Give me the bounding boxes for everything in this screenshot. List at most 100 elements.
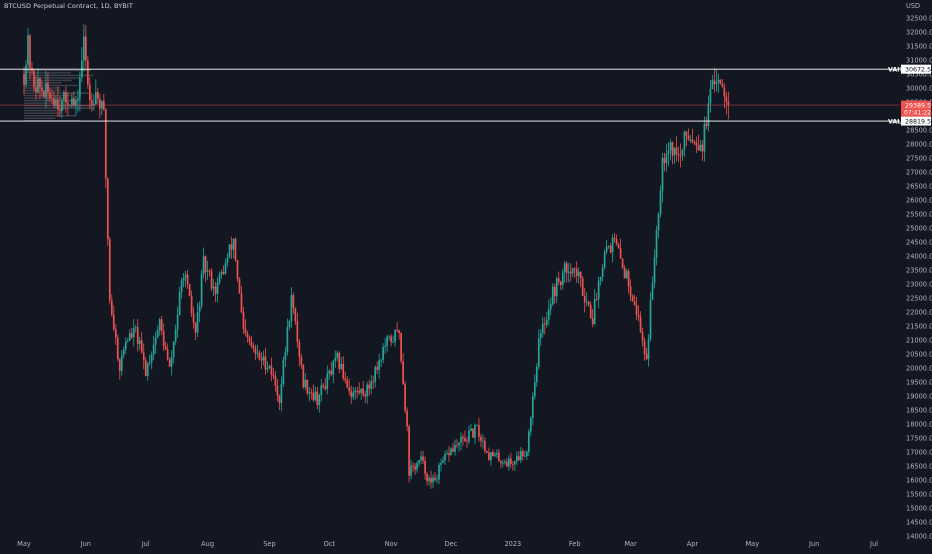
x-tick-label: Dec <box>445 540 458 548</box>
y-tick-label: 30000.0 <box>906 84 932 92</box>
candle-body <box>190 296 193 314</box>
volume-profile-bar <box>24 72 71 74</box>
candle-body <box>591 318 594 324</box>
candle-body <box>182 277 185 281</box>
candle-body <box>583 295 586 303</box>
candle-body <box>434 477 436 481</box>
y-tick-label: 22500.0 <box>906 294 932 302</box>
candle-body <box>607 245 610 247</box>
candle-body <box>599 276 602 281</box>
candle-body <box>222 271 225 274</box>
candle-body <box>336 352 339 358</box>
candle-body <box>240 293 243 313</box>
candle-body <box>679 155 682 157</box>
candle-body <box>707 103 710 127</box>
candle-body <box>633 301 636 306</box>
candle-body <box>338 352 341 370</box>
candle-body <box>25 65 27 85</box>
candle-body <box>639 316 642 332</box>
candle-body <box>653 257 656 283</box>
candle-body <box>126 340 129 342</box>
candle-body <box>452 448 454 452</box>
level-price-tag <box>901 116 931 126</box>
candle-body <box>87 60 89 85</box>
candle-body <box>705 123 708 127</box>
x-tick-label: Jun <box>80 540 91 548</box>
candle-body <box>334 357 337 361</box>
candle-body <box>418 460 420 464</box>
candle-body <box>593 299 596 324</box>
candle-body <box>657 213 660 231</box>
candle-body <box>460 437 462 443</box>
candle-body <box>318 394 321 405</box>
candle-body <box>364 394 367 397</box>
y-tick-label: 23000.0 <box>906 280 932 288</box>
candle-body <box>368 384 371 389</box>
candle-body <box>59 109 61 112</box>
y-tick-label: 19500.0 <box>906 378 932 386</box>
candle-body <box>384 345 387 348</box>
candle-body <box>53 98 55 106</box>
candle-body <box>23 74 25 85</box>
candle-body <box>533 382 536 397</box>
candle-body <box>288 321 291 327</box>
candle-body <box>603 251 606 268</box>
candle-body <box>637 314 640 317</box>
x-tick-label: May <box>745 540 759 548</box>
candle-body <box>33 71 35 88</box>
candle-body <box>134 327 137 328</box>
candle-body <box>687 135 690 140</box>
candle-body <box>476 424 478 426</box>
candle-body <box>553 286 556 297</box>
candle-body <box>388 336 390 338</box>
candle-body <box>366 384 369 397</box>
candle-body <box>605 246 608 252</box>
candle-body <box>286 326 289 352</box>
candle-body <box>254 347 257 354</box>
candle-body <box>689 139 692 141</box>
candle-body <box>500 461 502 464</box>
candle-body <box>77 98 79 101</box>
candle-body <box>492 452 494 456</box>
candle-body <box>206 270 209 272</box>
candle-body <box>655 230 658 258</box>
candle-body <box>140 340 143 353</box>
y-tick-label: 32500.0 <box>906 14 932 22</box>
candle-body <box>27 35 29 66</box>
candle-body <box>372 381 375 383</box>
candle-body <box>521 451 524 457</box>
candle-body <box>376 367 379 370</box>
candle-body <box>424 460 426 474</box>
candle-body <box>298 342 301 358</box>
candle-body <box>276 385 279 396</box>
candle-body <box>561 272 564 285</box>
candle-body <box>504 461 506 463</box>
candle-body <box>422 456 424 461</box>
candle-body <box>693 142 696 143</box>
candle-body <box>306 379 309 394</box>
candle-body <box>294 307 297 322</box>
candle-body <box>348 387 351 392</box>
candle-body <box>537 338 540 367</box>
candle-body <box>226 257 229 263</box>
candle-body <box>61 100 63 112</box>
candle-body <box>65 92 67 103</box>
candle-body <box>106 178 109 240</box>
candle-body <box>130 333 133 338</box>
candle-body <box>142 352 145 361</box>
candle-body <box>94 91 97 104</box>
candle-body <box>260 359 263 361</box>
candle-body <box>717 79 720 83</box>
candle-body <box>282 359 285 384</box>
level-name-vah: VAH <box>888 66 902 73</box>
candle-body <box>631 296 634 302</box>
candle-body <box>619 247 622 259</box>
candle-body <box>446 453 448 455</box>
candle-body <box>617 244 620 248</box>
candle-body <box>559 281 562 285</box>
candle-body <box>168 359 171 367</box>
candle-body <box>506 461 508 467</box>
candle-body <box>709 88 712 104</box>
